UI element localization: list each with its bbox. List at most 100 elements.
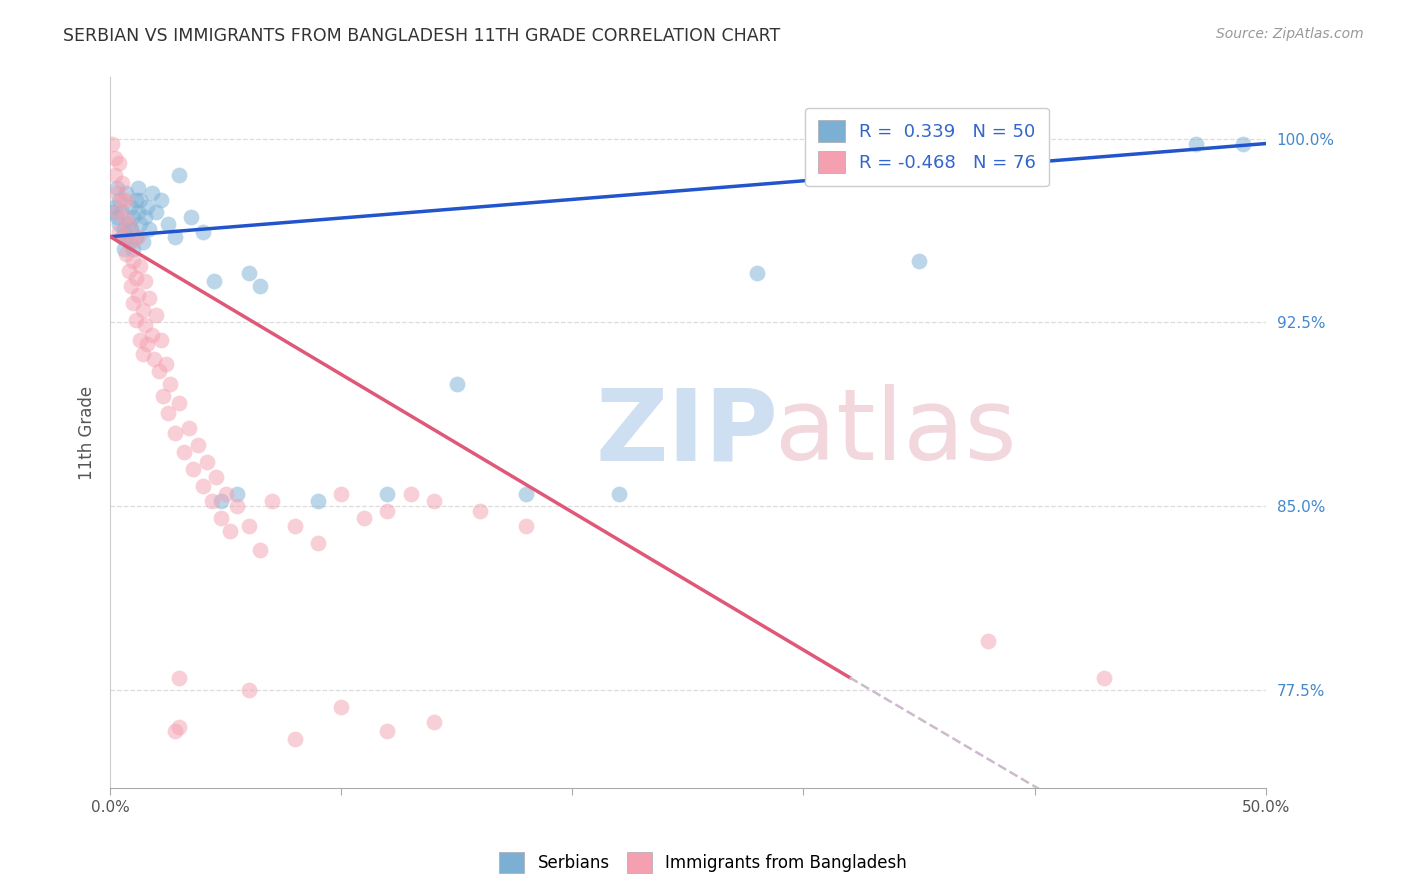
Point bbox=[117, 218, 139, 232]
Point bbox=[138, 222, 160, 236]
Point bbox=[105, 205, 128, 219]
Point bbox=[145, 308, 167, 322]
Point bbox=[129, 193, 152, 207]
Point bbox=[169, 671, 191, 685]
Point bbox=[191, 479, 214, 493]
Point bbox=[330, 700, 353, 714]
Point bbox=[122, 210, 145, 224]
Point bbox=[124, 271, 146, 285]
Point bbox=[155, 357, 177, 371]
Point bbox=[169, 719, 191, 733]
Y-axis label: 11th Grade: 11th Grade bbox=[79, 385, 96, 480]
Text: atlas: atlas bbox=[775, 384, 1017, 481]
Point bbox=[148, 364, 170, 378]
Point bbox=[108, 225, 131, 239]
Point bbox=[215, 487, 238, 501]
Point bbox=[377, 724, 399, 739]
Point bbox=[191, 225, 214, 239]
Point bbox=[238, 266, 260, 280]
Point bbox=[353, 511, 375, 525]
Point bbox=[108, 193, 131, 207]
Point bbox=[446, 376, 468, 391]
Point bbox=[1232, 136, 1254, 151]
Point bbox=[180, 210, 202, 224]
Point bbox=[101, 205, 124, 219]
Point bbox=[124, 193, 146, 207]
Point bbox=[127, 288, 149, 302]
Point bbox=[101, 136, 124, 151]
Point bbox=[127, 205, 149, 219]
Point bbox=[136, 337, 159, 351]
Point bbox=[201, 494, 224, 508]
Point bbox=[1092, 671, 1115, 685]
Point bbox=[145, 205, 167, 219]
Point bbox=[104, 169, 127, 183]
Point bbox=[468, 504, 491, 518]
Point bbox=[187, 438, 209, 452]
Point bbox=[111, 193, 134, 207]
Point bbox=[209, 494, 232, 508]
Point bbox=[377, 504, 399, 518]
Point bbox=[104, 200, 127, 214]
Point bbox=[134, 318, 156, 332]
Point bbox=[219, 524, 242, 538]
Point bbox=[183, 462, 205, 476]
Point bbox=[260, 494, 283, 508]
Point bbox=[138, 291, 160, 305]
Text: ZIP: ZIP bbox=[596, 384, 779, 481]
Point bbox=[131, 303, 153, 318]
Point bbox=[307, 536, 329, 550]
Point bbox=[226, 499, 249, 513]
Point bbox=[177, 420, 200, 434]
Point bbox=[284, 731, 307, 746]
Point bbox=[115, 247, 138, 261]
Point bbox=[226, 487, 249, 501]
Point bbox=[105, 180, 128, 194]
Point bbox=[122, 242, 145, 256]
Point bbox=[209, 511, 232, 525]
Text: SERBIAN VS IMMIGRANTS FROM BANGLADESH 11TH GRADE CORRELATION CHART: SERBIAN VS IMMIGRANTS FROM BANGLADESH 11… bbox=[63, 27, 780, 45]
Point bbox=[330, 487, 353, 501]
Point bbox=[515, 487, 537, 501]
Point bbox=[124, 313, 146, 327]
Point bbox=[977, 633, 1000, 648]
Point bbox=[238, 682, 260, 697]
Point bbox=[127, 229, 149, 244]
Point bbox=[150, 333, 173, 347]
Point bbox=[112, 222, 135, 236]
Point bbox=[115, 193, 138, 207]
Point bbox=[120, 235, 142, 249]
Point bbox=[129, 333, 152, 347]
Point bbox=[141, 186, 163, 200]
Point bbox=[141, 327, 163, 342]
Text: Source: ZipAtlas.com: Source: ZipAtlas.com bbox=[1216, 27, 1364, 41]
Point bbox=[129, 218, 152, 232]
Legend: Serbians, Immigrants from Bangladesh: Serbians, Immigrants from Bangladesh bbox=[492, 846, 914, 880]
Point bbox=[105, 186, 128, 200]
Point bbox=[122, 295, 145, 310]
Point bbox=[152, 389, 174, 403]
Point bbox=[163, 724, 186, 739]
Point bbox=[120, 200, 142, 214]
Point bbox=[169, 396, 191, 410]
Legend: R =  0.339   N = 50, R = -0.468   N = 76: R = 0.339 N = 50, R = -0.468 N = 76 bbox=[806, 108, 1049, 186]
Point bbox=[117, 218, 139, 232]
Point bbox=[111, 205, 134, 219]
Point bbox=[163, 229, 186, 244]
Point bbox=[159, 376, 181, 391]
Point bbox=[131, 235, 153, 249]
Point bbox=[108, 218, 131, 232]
Point bbox=[377, 487, 399, 501]
Point bbox=[399, 487, 422, 501]
Point bbox=[422, 494, 444, 508]
Point bbox=[120, 222, 142, 236]
Point bbox=[108, 156, 131, 170]
Point bbox=[607, 487, 630, 501]
Point bbox=[143, 352, 166, 367]
Point bbox=[249, 543, 271, 558]
Point bbox=[515, 518, 537, 533]
Point bbox=[195, 455, 218, 469]
Point bbox=[747, 266, 769, 280]
Point bbox=[117, 264, 139, 278]
Point bbox=[127, 180, 149, 194]
